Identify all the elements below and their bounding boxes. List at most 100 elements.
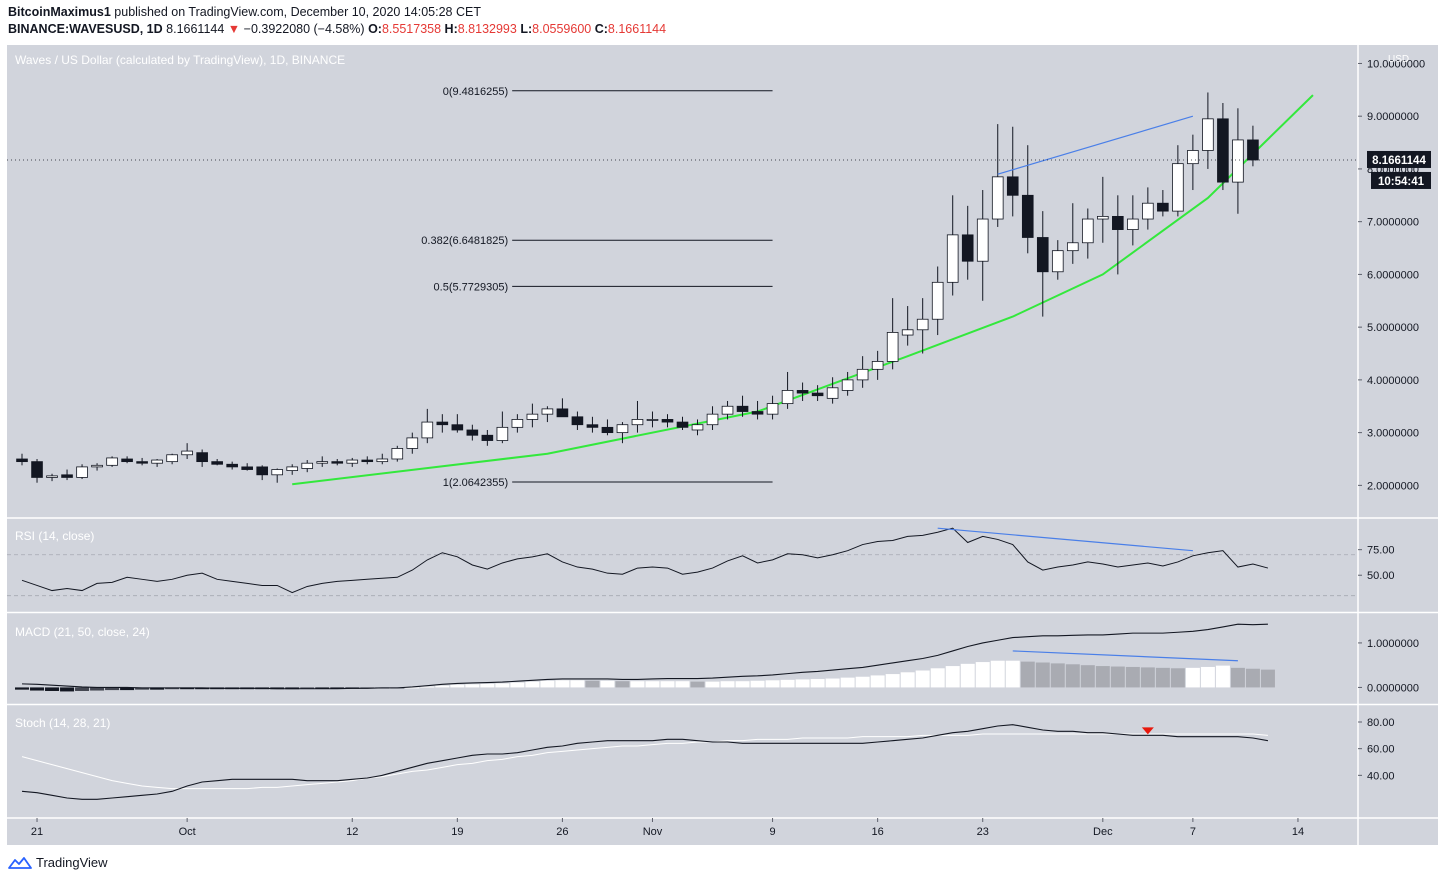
price-axis-label: 2.0000000: [1367, 480, 1419, 492]
candle: [391, 445, 404, 462]
macd-histogram-bar: [915, 670, 930, 688]
macd-histogram-bar: [90, 687, 105, 691]
macd-histogram-bar: [1020, 661, 1035, 688]
candle-body: [556, 408, 569, 418]
down-arrow-icon: ▼: [227, 22, 241, 36]
candle: [181, 443, 193, 459]
stoch-title: Stoch (14, 28, 21): [15, 716, 110, 730]
candle: [826, 377, 839, 404]
candle: [166, 453, 178, 465]
price-axis-label: 7.0000000: [1367, 217, 1419, 229]
author-name[interactable]: BitcoinMaximus1: [8, 5, 111, 19]
macd-histogram-bar: [75, 687, 90, 691]
high-value: 8.8132993: [457, 22, 517, 36]
candle: [721, 400, 734, 420]
candle: [1036, 211, 1049, 317]
candle: [211, 458, 223, 466]
candle-body: [76, 466, 88, 478]
candle: [901, 306, 914, 346]
rsi-axis-label: 50.00: [1367, 570, 1395, 582]
time-axis-label: 16: [872, 826, 884, 838]
tradingview-footer[interactable]: TradingView: [8, 855, 108, 870]
candle-body: [931, 281, 944, 320]
candle: [1217, 103, 1229, 191]
open-value: 8.5517358: [381, 22, 442, 36]
candle-body: [1127, 218, 1139, 230]
macd-histogram-bar: [120, 687, 135, 691]
candle-body: [181, 450, 193, 456]
macd-histogram-bar: [405, 687, 420, 689]
candle: [271, 468, 284, 483]
candle-body: [1006, 176, 1019, 196]
macd-histogram-bar: [495, 683, 510, 688]
candle-body: [661, 419, 674, 423]
candle-body: [1172, 163, 1184, 212]
candle-body: [541, 408, 554, 415]
last-price: 8.1661144: [166, 22, 225, 36]
price-axis-unit: USD: [1388, 54, 1409, 65]
macd-axis-label: 0.0000000: [1367, 682, 1419, 694]
macd-histogram-bar: [990, 660, 1005, 688]
candle: [1202, 92, 1214, 169]
candle-body: [646, 419, 659, 421]
candle-body: [106, 457, 118, 466]
candle: [931, 266, 944, 336]
candle: [736, 395, 749, 417]
macd-histogram-bar: [450, 684, 465, 688]
candle-body: [706, 413, 719, 426]
candle: [1097, 176, 1109, 243]
candle-body: [256, 466, 268, 476]
candle-body: [301, 462, 314, 469]
candle: [61, 469, 73, 481]
candle-body: [196, 452, 208, 463]
price-axis-label: 6.0000000: [1367, 269, 1419, 281]
fib-level-label: 0.382(6.6481825): [421, 235, 508, 247]
candle-body: [1112, 215, 1124, 230]
fib-level-label: 1(2.0642355): [443, 477, 508, 489]
macd-histogram-bar: [15, 687, 30, 690]
candle: [1232, 108, 1244, 214]
candle-body: [631, 419, 644, 426]
candle-body: [121, 458, 133, 463]
candle-body: [901, 329, 914, 336]
candle: [316, 456, 329, 467]
candle-body: [961, 234, 974, 262]
candle: [691, 419, 704, 436]
countdown-tag-text: 10:54:41: [1378, 176, 1425, 188]
candle: [331, 458, 344, 466]
macd-histogram-bar: [675, 681, 690, 688]
candle-body: [886, 332, 899, 362]
close-label: C:: [594, 22, 608, 36]
rsi-axis-label: 75.00: [1367, 545, 1395, 557]
candle: [946, 195, 959, 296]
price-axis-label: 4.0000000: [1367, 375, 1419, 387]
macd-histogram-bar: [855, 676, 870, 688]
candle-body: [1217, 118, 1229, 183]
candle-body: [361, 459, 374, 463]
symbol-name: BINANCE:WAVESUSD, 1D: [8, 22, 163, 36]
candle: [1187, 134, 1199, 191]
macd-histogram-bar: [1095, 666, 1110, 688]
candle: [646, 411, 659, 428]
macd-histogram-bar: [720, 681, 735, 688]
candle: [1127, 195, 1139, 246]
candle-body: [946, 234, 959, 283]
candle-body: [241, 466, 253, 470]
stoch-axis-label: 60.00: [1367, 744, 1395, 756]
macd-histogram-bar: [1245, 668, 1260, 688]
candle: [1112, 195, 1124, 275]
macd-histogram-bar: [585, 680, 600, 688]
candle-body: [1036, 237, 1049, 273]
time-axis-background: [7, 818, 1438, 845]
macd-histogram-bar: [765, 680, 780, 688]
candle-body: [871, 361, 884, 370]
time-axis-label: 9: [770, 826, 776, 838]
macd-histogram-bar: [1125, 666, 1140, 688]
macd-histogram-bar: [480, 683, 495, 688]
published-text: published on TradingView.com, December 1…: [114, 5, 481, 19]
time-axis-label: 14: [1292, 826, 1304, 838]
candle: [571, 411, 584, 430]
macd-histogram-bar: [960, 663, 975, 688]
macd-histogram-bar: [975, 662, 990, 688]
